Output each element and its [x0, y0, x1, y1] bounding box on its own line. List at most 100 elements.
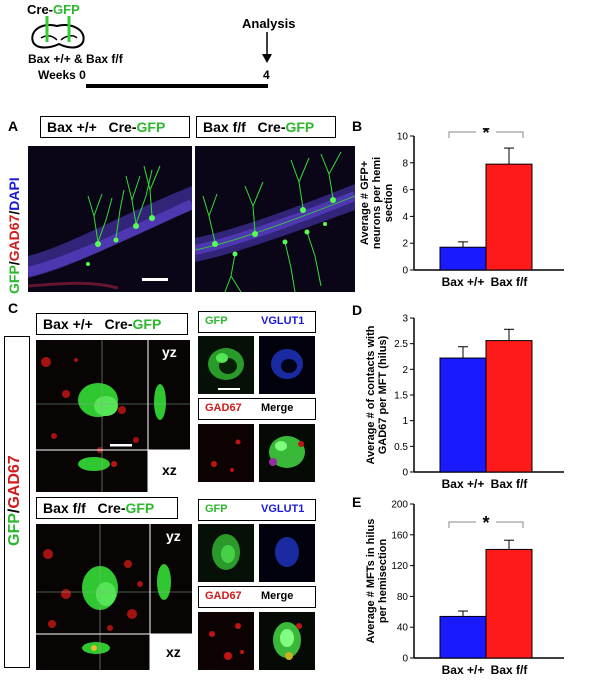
- cre-text: Cre-: [257, 119, 286, 135]
- tile-merge-text: Merge: [261, 590, 294, 602]
- significance-bracket: [448, 131, 524, 138]
- x-tick-label: Bax f/f: [491, 663, 529, 677]
- gfp-text: GFP: [125, 500, 155, 516]
- analysis-label: Analysis: [242, 16, 296, 31]
- bar: [439, 357, 487, 473]
- stain-gfp: GFP: [6, 513, 23, 546]
- y-tick-label: 8: [402, 158, 408, 169]
- tile-gfp-text: GFP: [205, 315, 228, 327]
- injection-label: Cre-GFP: [27, 2, 80, 17]
- panel-c-bottom-label: Bax f/f Cre-GFP: [36, 497, 178, 519]
- gfp-text: GFP: [132, 316, 162, 332]
- tile-merge-top: [259, 424, 315, 482]
- micrograph-bax-wt: [28, 146, 192, 292]
- panel-a-left-label: Bax +/+ Cre-GFP: [40, 116, 190, 138]
- tile-gad67-text: GAD67: [205, 590, 242, 602]
- y-tick-label: 160: [391, 530, 408, 541]
- y-axis-label-line: Average # GFP+: [359, 161, 371, 245]
- tile-label-gad67-merge-top: GAD67 Merge: [198, 398, 316, 420]
- y-axis-label-line: per hemisection: [377, 539, 389, 624]
- panel-letter-a: A: [8, 118, 19, 134]
- end-week-label: 4: [263, 68, 270, 82]
- panel-a-right-label: Bax f/f Cre-GFP: [196, 116, 336, 138]
- yz-label-top: yz: [162, 344, 177, 360]
- x-tick-label: Bax f/f: [491, 477, 529, 491]
- y-tick-label: 200: [391, 500, 408, 511]
- bar: [485, 548, 533, 659]
- y-axis-label-line: Average # of contacts with: [365, 325, 377, 464]
- y-tick-label: 0.5: [394, 442, 408, 453]
- orthoview-bax-ff: [36, 524, 192, 670]
- significance-bracket: [448, 521, 524, 528]
- y-axis-label: Average # GFP+neurons per hemisection: [359, 157, 395, 249]
- gfp-text: GFP: [136, 119, 166, 135]
- y-tick-label: 120: [391, 561, 408, 572]
- tile-merge-text: Merge: [261, 402, 294, 414]
- tile-vglut1-bottom: [259, 524, 315, 582]
- tile-gad67-text: GAD67: [205, 402, 242, 414]
- tile-label-gfp-vglut1-bottom: GFP VGLUT1: [198, 499, 316, 521]
- x-tick-label: Bax +/+: [442, 663, 485, 677]
- tile-vglut1-text: VGLUT1: [261, 315, 305, 327]
- timeline-bar: [86, 84, 268, 88]
- panel-letter-e: E: [352, 494, 362, 510]
- bar: [439, 246, 487, 271]
- y-axis-label-line: neurons per hemi: [371, 157, 383, 249]
- stain-sep: /: [6, 261, 22, 266]
- analysis-arrow-icon: [262, 32, 272, 63]
- bar: [485, 163, 533, 271]
- y-axis-label-line: section: [383, 183, 395, 222]
- genotype-text: Bax +/+: [43, 316, 93, 332]
- stain-sep: /: [6, 508, 23, 514]
- cre-text: Cre-: [104, 316, 133, 332]
- tile-label-gfp-vglut1-top: GFP VGLUT1: [198, 311, 316, 333]
- chart-e: Average # MFTs in hilusper hemisection 0 4…: [365, 500, 564, 677]
- tile-gad67-bottom: [198, 612, 254, 670]
- panel-c-top-label: Bax +/+ Cre-GFP: [36, 313, 188, 335]
- tile-vglut1-top: [259, 336, 315, 394]
- tile-label-gad67-merge-bottom: GAD67 Merge: [198, 586, 316, 608]
- cre-text: Cre-: [27, 2, 54, 17]
- tile-vglut1-text: VGLUT1: [261, 503, 305, 515]
- cre-text: Cre-: [108, 119, 137, 135]
- panel-letter-c: C: [8, 300, 19, 316]
- chart-d: Average # of contacts withGAD67 per MFT …: [365, 314, 564, 491]
- stain-gfp: GFP: [6, 265, 22, 294]
- stain-gad: GAD67: [6, 455, 23, 509]
- stain-sep: /: [6, 210, 22, 215]
- tile-merge-bottom: [259, 612, 315, 670]
- y-tick-label: 10: [397, 132, 409, 143]
- chart-b: Average # GFP+neurons per hemisection 0 2 4…: [359, 128, 564, 289]
- panel-c-stain-frame: [4, 336, 30, 668]
- gfp-text: GFP: [285, 119, 315, 135]
- y-axis-label-line: GAD67 per MFT (hilus): [377, 335, 389, 454]
- y-tick-label: 3: [402, 314, 408, 325]
- stain-dapi: DAPI: [6, 177, 22, 211]
- genotype-text: Bax +/+: [47, 119, 97, 135]
- y-tick-label: 40: [397, 623, 409, 634]
- y-tick-label: 2: [402, 365, 408, 376]
- y-axis-label-line: Average # MFTs in hilus: [365, 519, 377, 644]
- brain-icon: [31, 16, 85, 49]
- yz-label-bottom: yz: [166, 528, 181, 544]
- panel-letter-d: D: [352, 302, 363, 318]
- genotype-text: Bax f/f: [203, 119, 246, 135]
- orthoview-bax-wt: [36, 340, 190, 492]
- y-axis-label: Average # MFTs in hilusper hemisection: [365, 519, 389, 644]
- y-tick-label: 0: [402, 654, 408, 665]
- bar: [439, 615, 487, 659]
- y-tick-label: 80: [397, 592, 409, 603]
- panel-letter-b: B: [352, 118, 363, 134]
- gfp-text: GFP: [53, 2, 80, 17]
- y-tick-label: 4: [402, 212, 408, 223]
- bar: [485, 340, 533, 473]
- genotypes-label: Bax +/+ & Bax f/f: [28, 52, 123, 66]
- y-tick-label: 0: [402, 266, 408, 277]
- tile-gfp-text: GFP: [205, 503, 228, 515]
- y-axis-label: Average # of contacts withGAD67 per MFT …: [365, 325, 389, 464]
- xz-label-top: xz: [162, 462, 177, 478]
- xz-label-bottom: xz: [166, 644, 181, 660]
- y-tick-label: 2.5: [394, 339, 408, 350]
- y-tick-label: 6: [402, 185, 408, 196]
- panel-a-stain-label: GFP/GAD67/DAPI: [6, 177, 22, 294]
